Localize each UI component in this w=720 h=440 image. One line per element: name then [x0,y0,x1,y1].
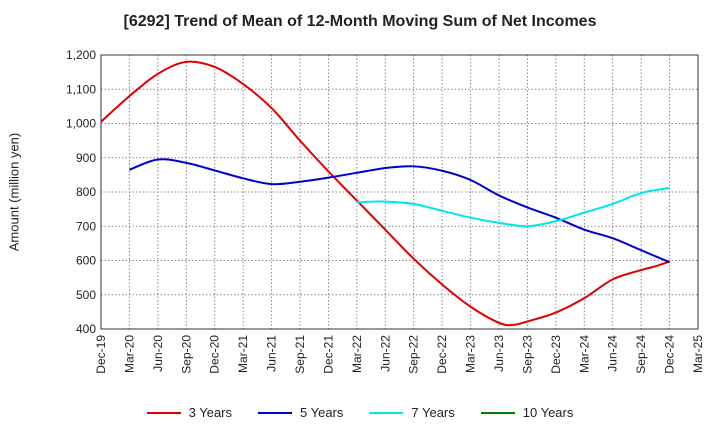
legend-item: 10 Years [480,405,574,420]
x-tick-label: Dec-23 [549,335,563,374]
x-tick-label: Sep-22 [407,335,421,374]
x-tick-label: Jun-23 [492,335,506,372]
y-tick-labels: 400 500 600 700 800 900 1,000 1,100 1,200 [66,48,96,336]
y-tick-label: 400 [76,322,96,336]
legend-label: 3 Years [188,405,232,420]
x-tick-label: Dec-22 [435,335,449,374]
x-tick-label: Jun-24 [606,335,620,372]
legend-swatch [480,411,515,414]
series-lines [100,60,670,327]
legend-label: 5 Years [300,405,344,420]
x-tick-label: Mar-21 [236,335,250,373]
legend-swatch [146,411,181,414]
x-tick-label: Jun-21 [265,335,279,372]
x-tick-label: Mar-22 [350,335,364,373]
x-tick-label: Dec-19 [94,335,108,374]
x-tick-labels: Dec-19 Mar-20 Jun-20 Sep-20 Dec-20 Mar-21 Jun-… [94,335,705,374]
y-tick-label: 1,000 [66,117,96,131]
y-tick-label: 1,100 [66,82,96,96]
x-tick-label: Mar-25 [691,335,705,373]
y-tick-label: 700 [76,219,96,233]
x-tick-label: Jun-20 [151,335,165,372]
chart-title: [6292] Trend of Mean of 12-Month Moving … [123,13,597,30]
x-tick-label: Jun-22 [378,335,392,372]
x-tick-label: Sep-23 [520,335,534,374]
legend-label: 7 Years [411,405,455,420]
y-tick-label: 600 [76,254,96,268]
plot-frame [100,54,699,330]
grid-lines [101,55,698,329]
y-tick-label: 800 [76,185,96,199]
series-line-5-years [129,158,670,264]
x-tick-label: Mar-20 [122,335,136,373]
x-tick-label: Mar-24 [577,335,591,373]
x-tick-label: Sep-24 [634,335,648,374]
x-tick-label: Dec-21 [321,335,335,374]
x-tick-label: Sep-21 [293,335,307,374]
legend-swatch [258,411,292,414]
legend-item: 5 Years [258,405,343,420]
x-tick-label: Sep-20 [179,335,193,374]
legend-label: 10 Years [522,405,574,420]
x-tick-label: Dec-20 [208,335,222,374]
y-tick-label: 1,200 [66,48,96,62]
x-tick-label: Dec-24 [663,335,677,374]
x-tick-label: Mar-23 [464,335,478,373]
legend-item: 7 Years [369,405,455,420]
series-line-7-years [356,186,670,228]
y-tick-label: 900 [76,151,96,165]
legend: 3 Years 5 Years 7 Years 10 Years [0,405,720,420]
legend-item: 3 Years [146,405,232,420]
y-tick-label: 500 [76,288,96,302]
legend-swatch [369,411,404,414]
series-line-3-years [100,60,670,327]
